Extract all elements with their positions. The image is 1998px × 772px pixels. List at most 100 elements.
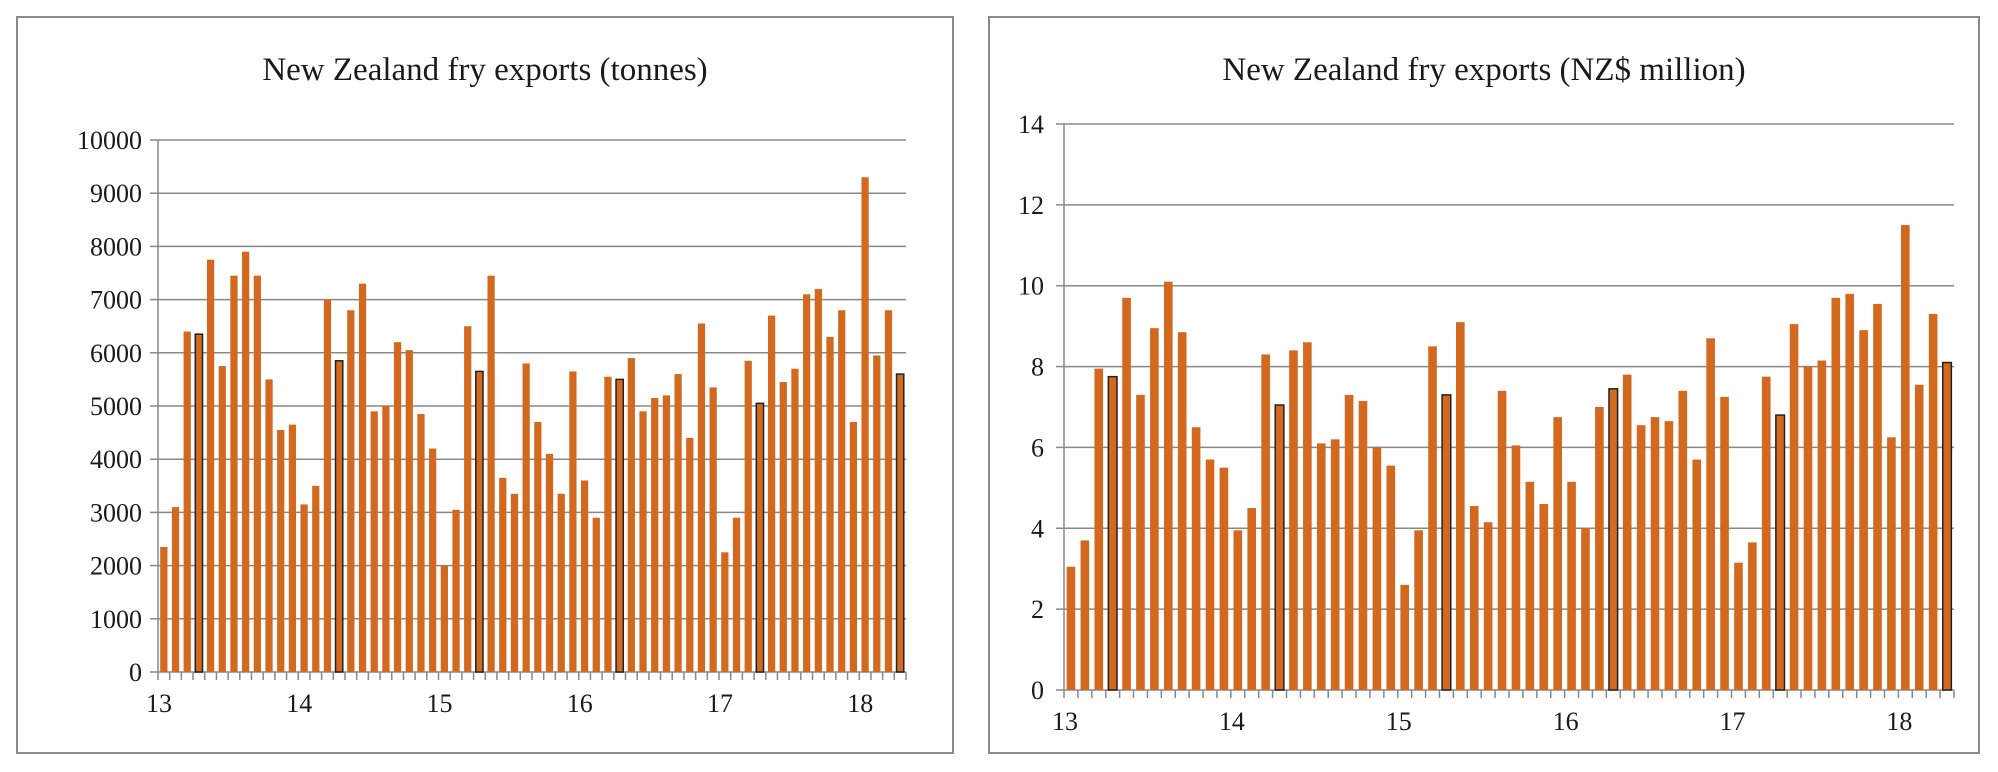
- bar-chart-nzd: 0 2 4 6 8 10 12 14 13 14 15 16 17 18: [1018, 110, 1955, 736]
- x-tick-label: 16: [567, 689, 593, 718]
- bar: [183, 331, 191, 672]
- bar: [522, 363, 530, 672]
- bar: [592, 517, 600, 672]
- bar: [580, 480, 589, 672]
- bar: [1817, 360, 1827, 690]
- y-tick-label: 0: [1031, 676, 1044, 705]
- bar: [464, 326, 472, 672]
- bar: [1177, 332, 1187, 690]
- bar: [1581, 528, 1590, 690]
- x-tick-label: 14: [286, 689, 312, 718]
- bar: [615, 378, 625, 673]
- x-tick-label: 15: [427, 689, 453, 718]
- bar: [755, 402, 765, 673]
- bar: [1734, 562, 1743, 690]
- bar: [1303, 342, 1312, 690]
- bar: [1761, 376, 1771, 690]
- bar: [1650, 417, 1660, 690]
- bar: [1150, 328, 1159, 690]
- x-tick-label: 16: [1553, 707, 1579, 736]
- bar: [1261, 354, 1270, 690]
- y-tick-label: 4000: [90, 445, 142, 474]
- y-tick-label: 10000: [77, 126, 142, 155]
- bar-chart-tonnes: 0 1000 2000 3000 4000 5000 6000 7000 8000 9000 100…: [77, 126, 907, 718]
- bar: [545, 453, 554, 672]
- bar: [1928, 314, 1938, 690]
- bar: [1107, 375, 1118, 691]
- bar: [1914, 384, 1924, 690]
- bar: [1497, 390, 1507, 690]
- bar: [534, 421, 542, 672]
- bar: [1901, 225, 1910, 691]
- y-tick-label: 6: [1031, 433, 1044, 462]
- bar: [1441, 394, 1452, 691]
- bar: [1789, 324, 1799, 690]
- y-tick-label: 5000: [90, 392, 142, 421]
- bar: [510, 493, 519, 672]
- bar: [288, 424, 297, 672]
- bar: [171, 507, 180, 672]
- bar: [721, 552, 729, 672]
- bar: [814, 288, 822, 672]
- bar: [475, 370, 484, 673]
- bar: [1859, 330, 1868, 690]
- bar: [1316, 443, 1326, 690]
- bar: [1803, 366, 1813, 690]
- chart-tonnes: New Zealand fry exports (tonnes) 0 1000 20…: [16, 16, 954, 754]
- bar: [1511, 445, 1521, 690]
- bar: [487, 275, 495, 672]
- bar: [358, 283, 367, 672]
- y-tick-label: 8: [1031, 353, 1044, 382]
- bar: [265, 379, 273, 672]
- bar: [347, 310, 355, 672]
- bar: [651, 398, 659, 672]
- bar: [1080, 540, 1090, 690]
- bar: [1622, 374, 1632, 690]
- bar: [1330, 439, 1340, 690]
- bar: [1664, 421, 1674, 690]
- bar: [1678, 390, 1688, 690]
- bar: [1274, 404, 1285, 691]
- bar: [277, 429, 285, 672]
- x-tick-label: 13: [146, 689, 172, 718]
- y-tick-label: 1000: [90, 605, 142, 634]
- bar: [639, 411, 647, 672]
- bar: [194, 333, 204, 673]
- y-tick-label: 10: [1018, 272, 1044, 301]
- bar: [1941, 361, 1953, 691]
- bar: [1483, 522, 1493, 690]
- bar: [253, 275, 261, 672]
- bar: [826, 336, 834, 672]
- y-tick-label: 0: [129, 658, 142, 687]
- y-tick-label: 9000: [90, 179, 142, 208]
- x-tick-label: 18: [847, 689, 873, 718]
- bar: [452, 509, 460, 672]
- chart-title: New Zealand fry exports (NZ$ million): [1222, 52, 1746, 88]
- bar: [1706, 338, 1715, 690]
- bar: [1247, 508, 1257, 690]
- bar: [160, 546, 168, 672]
- bar: [218, 366, 226, 672]
- bar: [1469, 506, 1479, 690]
- bar: [1720, 396, 1729, 690]
- bar: [312, 485, 320, 672]
- x-tick-label: 18: [1886, 707, 1912, 736]
- bar: [1595, 407, 1604, 690]
- bar: [1344, 394, 1354, 690]
- bar: [884, 310, 893, 672]
- bar: [1831, 297, 1841, 690]
- x-tick-label: 17: [1720, 707, 1746, 736]
- bar: [405, 350, 413, 672]
- bar: [1567, 481, 1576, 690]
- bar: [686, 437, 694, 672]
- bar: [323, 299, 332, 672]
- bar: [873, 355, 881, 672]
- bar: [627, 358, 635, 672]
- bar: [1122, 297, 1131, 690]
- bar: [662, 395, 671, 672]
- bar: [861, 177, 869, 673]
- bar: [1191, 427, 1201, 690]
- x-tick-label: 15: [1386, 707, 1412, 736]
- y-tick-label: 8000: [90, 232, 142, 261]
- bar: [674, 374, 682, 672]
